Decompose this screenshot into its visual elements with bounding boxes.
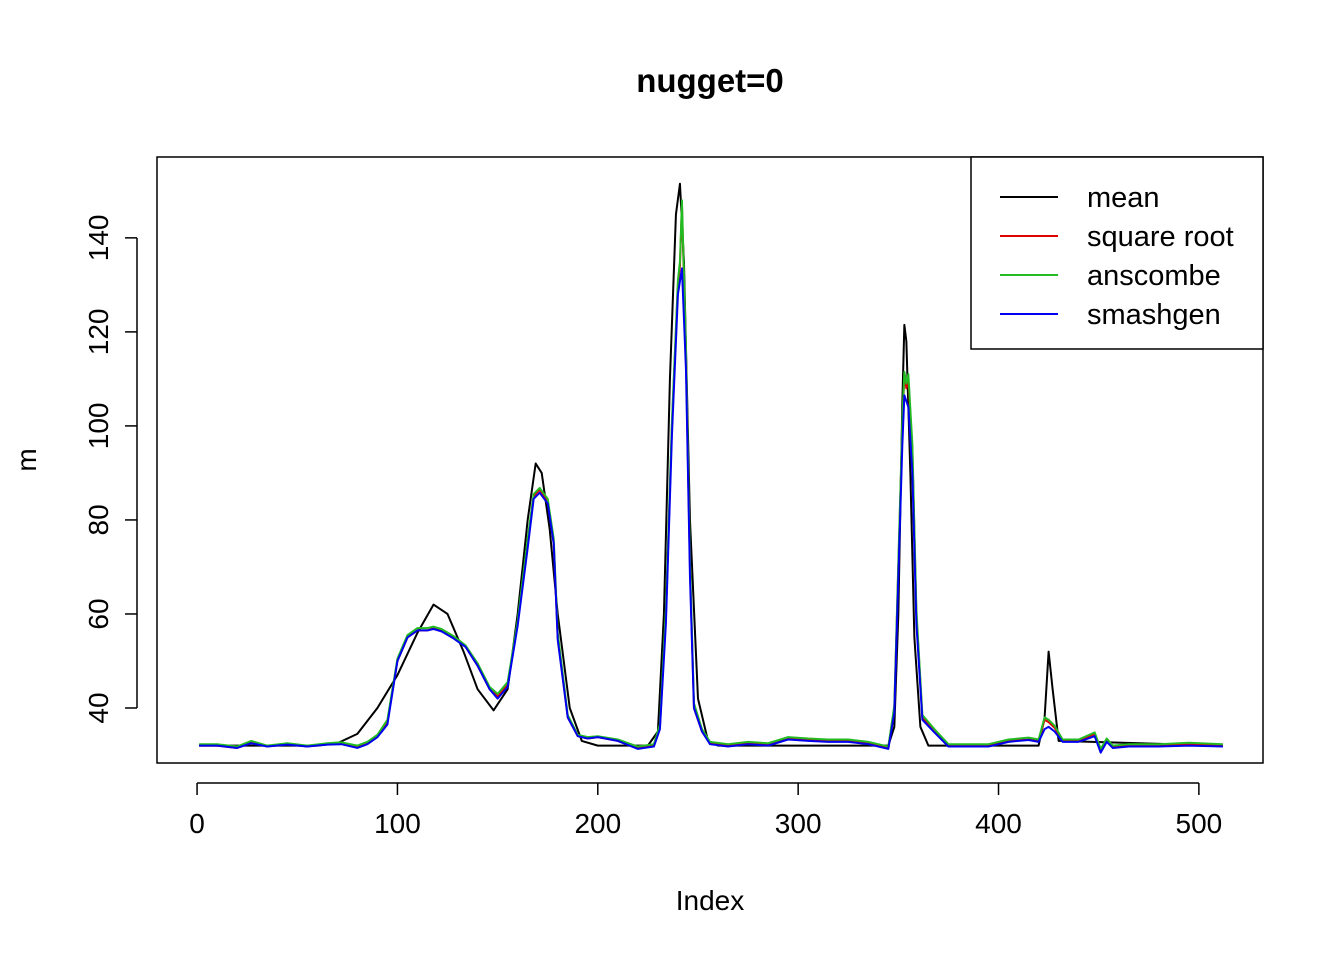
x-tick-label: 200 <box>574 808 621 839</box>
plot-frame <box>156 156 1264 764</box>
chart-title: nugget=0 <box>636 62 784 99</box>
legend-label: square root <box>1087 221 1234 253</box>
y-tick-label: 140 <box>83 215 114 262</box>
y-tick-label: 120 <box>83 309 114 356</box>
series-line-mean <box>199 182 1223 747</box>
series-line-anscombe <box>199 199 1223 750</box>
y-tick-label: 60 <box>83 598 114 629</box>
series-line-smashgen <box>199 267 1223 754</box>
x-tick-label: 0 <box>189 808 205 839</box>
legend-box <box>970 156 1264 350</box>
legend: mean square root anscombe smashgen <box>970 156 1264 350</box>
x-tick-label: 500 <box>1176 808 1223 839</box>
legend-label: anscombe <box>1087 260 1221 292</box>
y-tick-label: 100 <box>83 403 114 450</box>
y-tick-label: 40 <box>83 692 114 723</box>
x-tick-label: 300 <box>775 808 822 839</box>
legend-label: mean <box>1087 182 1160 214</box>
x-tick-label: 400 <box>975 808 1022 839</box>
x-axis-label: Index <box>676 885 745 916</box>
y-axis-label: m <box>11 448 42 471</box>
series-layer <box>199 182 1223 754</box>
axes-layer: 0 100 200 300 400 500 40 60 80 100 120 140 <box>83 215 1222 839</box>
x-tick-label: 100 <box>374 808 421 839</box>
y-tick-label: 80 <box>83 504 114 535</box>
legend-label: smashgen <box>1087 299 1221 331</box>
